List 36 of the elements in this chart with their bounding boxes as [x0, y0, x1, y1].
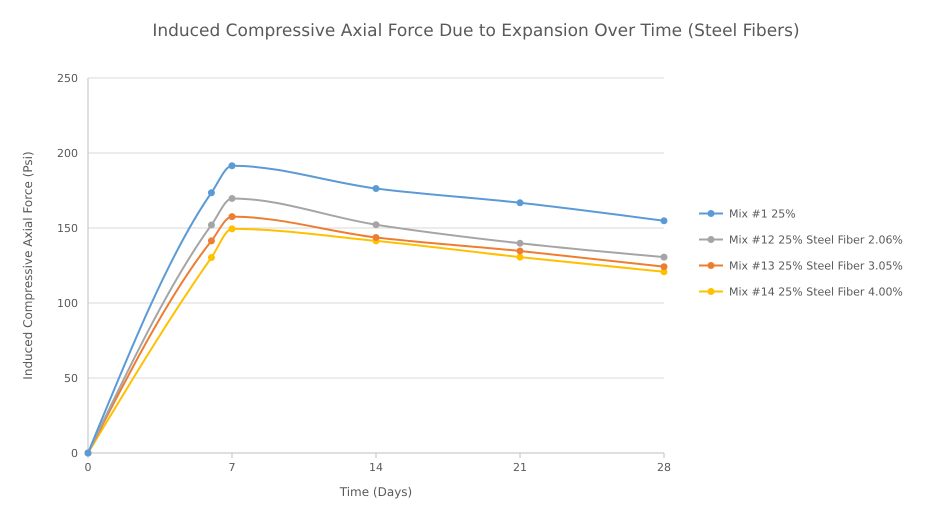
- point: [228, 225, 236, 232]
- point: [660, 263, 668, 270]
- chart-title: Induced Compressive Axial Force Due to Expansion Over Time (Steel Fibers): [152, 21, 800, 41]
- y-tick-label: 200: [57, 147, 78, 160]
- legend-label: Mix #1 25%: [729, 208, 796, 220]
- point: [228, 162, 236, 170]
- x-tick-label: 14: [369, 461, 383, 474]
- point: [660, 217, 668, 224]
- point: [516, 247, 524, 254]
- x-axis-title: Time (Days): [338, 485, 412, 499]
- y-tick-label: 150: [57, 222, 78, 235]
- point: [372, 185, 380, 192]
- y-tick-label: 100: [57, 297, 78, 310]
- legend-label: Mix #14 25% Steel Fiber 4.00%: [729, 286, 903, 298]
- point: [208, 237, 215, 244]
- legend-label: Mix #12 25% Steel Fiber 2.06%: [729, 234, 903, 246]
- point: [372, 234, 380, 241]
- y-tick-label: 50: [64, 372, 78, 385]
- point: [516, 199, 524, 206]
- x-tick-label: 0: [84, 461, 92, 474]
- point: [516, 254, 524, 261]
- x-tick-label: 21: [513, 461, 527, 474]
- y-axis-title: Induced Compressive Axial Force (Psi): [21, 151, 35, 380]
- x-tick-label: 7: [228, 461, 236, 474]
- point: [208, 254, 215, 262]
- y-tick-label: 0: [71, 447, 78, 460]
- point: [228, 194, 236, 202]
- y-tick-label: 250: [57, 72, 78, 85]
- point: [372, 221, 380, 228]
- point: [228, 213, 236, 220]
- point: [208, 222, 215, 228]
- x-tick-label: 28: [657, 461, 671, 474]
- legend-label: Mix #13 25% Steel Fiber 3.05%: [729, 260, 903, 272]
- point: [516, 240, 524, 247]
- point: [660, 254, 668, 261]
- point: [208, 189, 215, 196]
